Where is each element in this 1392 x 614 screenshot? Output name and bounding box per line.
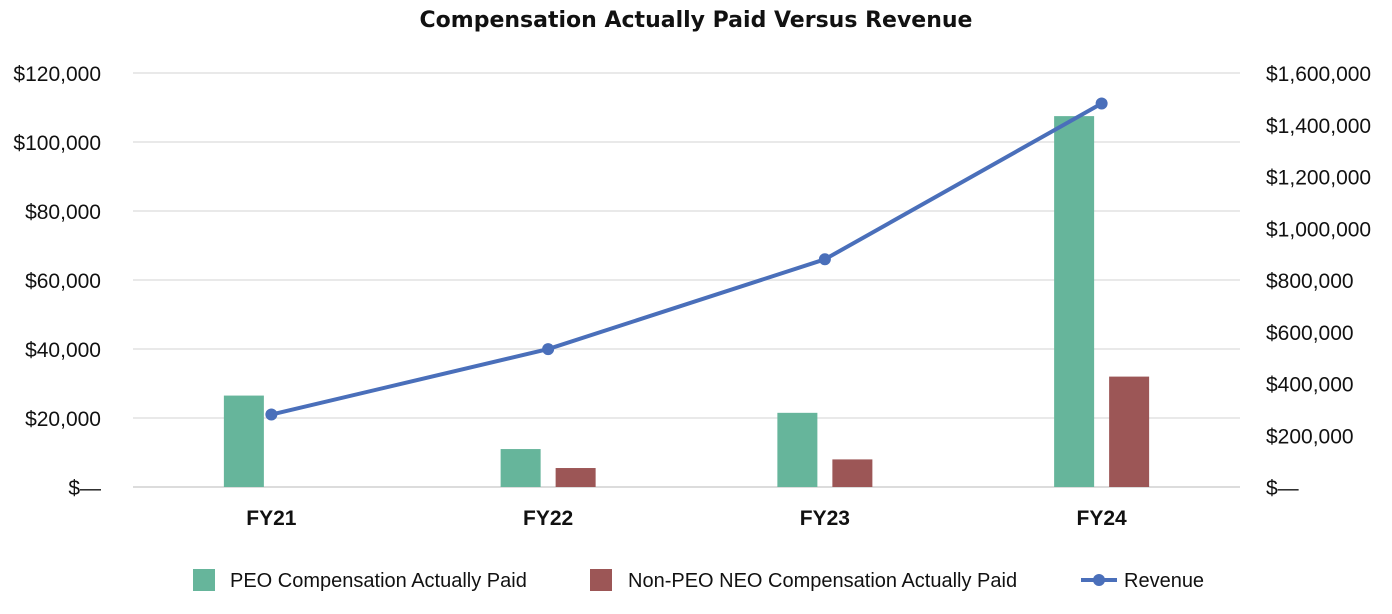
legend-peo-swatch xyxy=(193,569,215,591)
revenue-point-fy23 xyxy=(818,253,831,266)
left-axis-tick-label: $— xyxy=(68,477,101,500)
right-axis-tick-label: $200,000 xyxy=(1266,425,1354,448)
chart-title: Compensation Actually Paid Versus Revenu… xyxy=(420,8,973,33)
left-axis-tick-label: $20,000 xyxy=(25,408,101,431)
left-y-axis: $— $20,000 $40,000 $60,000 $80,000 $100,000 $1… xyxy=(13,63,101,500)
bar-peo-fy21 xyxy=(223,395,264,487)
revenue-point-fy24 xyxy=(1095,97,1108,110)
x-axis-category-label: FY21 xyxy=(246,507,297,530)
legend-peo-label: PEO Compensation Actually Paid xyxy=(230,570,527,592)
right-axis-tick-label: $400,000 xyxy=(1266,374,1354,397)
bar-peo-fy23 xyxy=(777,412,818,487)
legend: PEO Compensation Actually Paid Non-PEO NE… xyxy=(193,569,1204,592)
left-axis-tick-label: $40,000 xyxy=(25,339,101,362)
revenue-point-fy22 xyxy=(542,343,555,356)
right-axis-tick-label: $1,200,000 xyxy=(1266,167,1371,190)
left-axis-tick-label: $60,000 xyxy=(25,270,101,293)
bar-non-peo-neo-fy23 xyxy=(832,459,873,487)
legend-revenue-label: Revenue xyxy=(1124,570,1204,592)
bar-non-peo-neo-fy24 xyxy=(1109,376,1150,487)
bar-peo-fy22 xyxy=(500,449,541,487)
x-axis-category-label: FY24 xyxy=(1077,507,1128,530)
legend-revenue-marker xyxy=(1093,574,1105,586)
left-axis-tick-label: $120,000 xyxy=(13,63,101,86)
bar-peo-fy24 xyxy=(1054,116,1095,487)
x-axis-category-label: FY22 xyxy=(523,507,573,530)
right-axis-tick-label: $1,000,000 xyxy=(1266,218,1371,241)
right-axis-tick-label: $600,000 xyxy=(1266,322,1354,345)
left-axis-tick-label: $80,000 xyxy=(25,201,101,224)
legend-peo: PEO Compensation Actually Paid xyxy=(193,569,527,592)
right-y-axis: $— $200,000 $400,000 $600,000 $800,000 $1,000… xyxy=(1266,63,1371,500)
bar-non-peo-neo-fy22 xyxy=(555,468,596,487)
legend-revenue: Revenue xyxy=(1081,570,1204,592)
gridlines xyxy=(133,72,1240,488)
right-axis-tick-label: $1,600,000 xyxy=(1266,63,1371,86)
right-axis-tick-label: $800,000 xyxy=(1266,270,1354,293)
x-axis-category-label: FY23 xyxy=(800,507,850,530)
legend-non-peo-neo-label: Non-PEO NEO Compensation Actually Paid xyxy=(628,570,1017,592)
legend-non-peo-neo-swatch xyxy=(590,569,612,591)
right-axis-tick-label: $— xyxy=(1266,477,1299,500)
left-axis-tick-label: $100,000 xyxy=(13,132,101,155)
revenue-line-series xyxy=(265,97,1108,421)
revenue-point-fy21 xyxy=(265,408,278,421)
x-axis-category-labels: FY21 FY22 FY23 FY24 xyxy=(246,507,1127,530)
revenue-line xyxy=(270,101,1103,417)
legend-non-peo-neo: Non-PEO NEO Compensation Actually Paid xyxy=(590,569,1017,592)
right-axis-tick-label: $1,400,000 xyxy=(1266,115,1371,138)
bar-series xyxy=(223,116,1150,487)
